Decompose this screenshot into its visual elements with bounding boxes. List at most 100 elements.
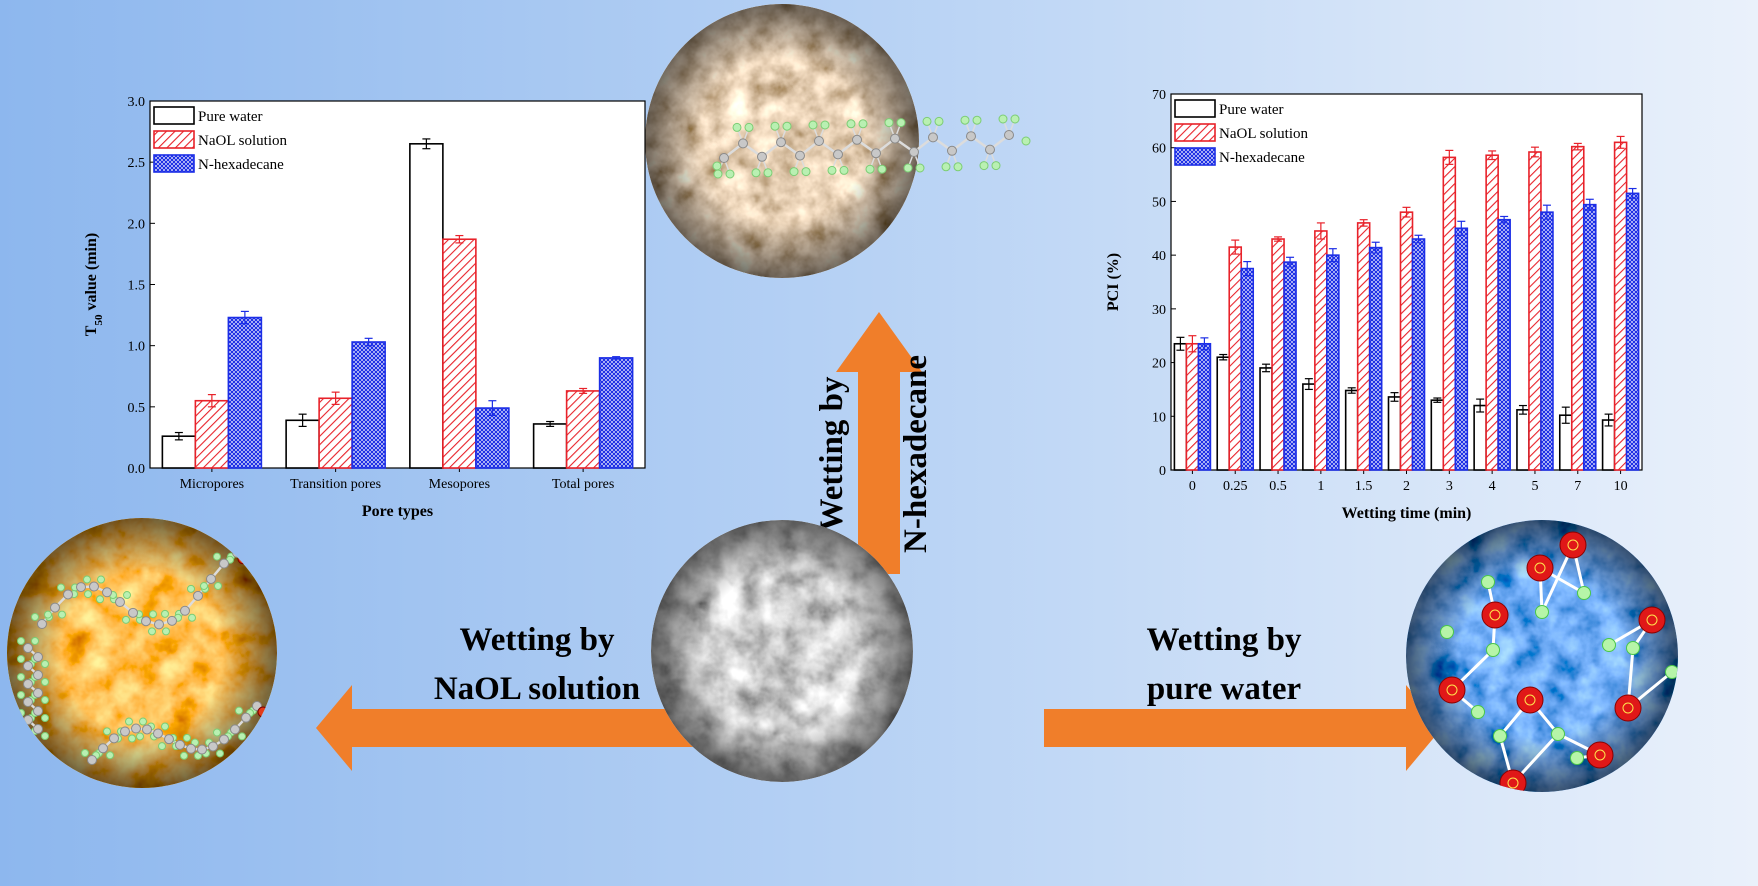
atom (953, 162, 963, 172)
bar (161, 435, 197, 469)
atom (1626, 641, 1640, 655)
chart-pci-wetting-time: 0 10 20 30 40 50 60 70 0 0.25 0.5 1 1.5 2 3 4 5 7 10 Pure w… (1105, 88, 1643, 522)
atom (877, 164, 887, 174)
atom (123, 591, 131, 600)
atom (1577, 586, 1591, 600)
atom (183, 733, 191, 742)
atom (87, 755, 97, 765)
atom (909, 147, 919, 157)
sem-left-naol (7, 518, 277, 788)
atom (738, 138, 748, 149)
x-tick-label: Mesopores (429, 477, 490, 492)
bar (1516, 409, 1530, 471)
atom (1567, 539, 1579, 551)
bar (1613, 141, 1628, 471)
atom (1486, 643, 1500, 657)
bar (1314, 230, 1328, 471)
atom (213, 552, 221, 561)
atom (41, 732, 49, 740)
y-axis-label: PCI (%) (1105, 253, 1122, 311)
atom (120, 726, 130, 737)
atom (37, 619, 47, 629)
atom (200, 581, 208, 590)
x-tick-label: 2 (1403, 479, 1410, 494)
legend-swatch (1174, 123, 1216, 142)
bar (565, 390, 601, 469)
bar (1283, 261, 1297, 471)
atom (884, 118, 894, 128)
atom (81, 749, 89, 757)
x-tick-label: 1.5 (1355, 479, 1373, 494)
atom (186, 743, 196, 754)
atom (820, 120, 830, 130)
atom (235, 706, 243, 715)
atom (139, 717, 147, 726)
label-naol-line2: NaOL solution (434, 671, 640, 707)
x-tick-label: Transition pores (290, 477, 381, 492)
atom (167, 615, 177, 626)
atom (770, 121, 780, 131)
atom (180, 751, 188, 760)
atom (1446, 684, 1458, 696)
atom (789, 167, 799, 177)
legend-label: NaOL solution (1219, 126, 1309, 142)
atom (230, 724, 240, 735)
atom (1665, 665, 1678, 679)
y-tick-label: 50 (1152, 195, 1166, 210)
atom (58, 610, 66, 619)
atom (814, 136, 824, 146)
atom (33, 670, 43, 680)
bar (1302, 383, 1316, 471)
y-tick-label: 3.0 (128, 95, 146, 110)
arrow-up (836, 312, 922, 574)
atom (966, 131, 976, 142)
atom (23, 643, 33, 653)
bar (227, 316, 263, 469)
bar (409, 143, 444, 469)
bar (532, 423, 568, 469)
atom (896, 118, 906, 128)
bar (442, 238, 477, 469)
atom (180, 605, 190, 616)
atom (188, 613, 196, 622)
legend-swatch (1174, 147, 1216, 166)
atom (164, 734, 174, 745)
atom (50, 602, 60, 613)
y-tick-label: 40 (1152, 249, 1166, 264)
atom (197, 744, 207, 755)
chart-t50-pore-types: 0.0 0.5 1.0 1.5 2.0 2.5 3.0 Micropores Transitio… (83, 95, 646, 520)
atom (149, 610, 157, 619)
x-tick-label: 10 (1614, 479, 1628, 494)
atom (31, 637, 39, 645)
atom (208, 741, 218, 752)
bar (1497, 218, 1511, 471)
x-tick-label: 7 (1574, 479, 1581, 494)
y-tick-label: 0 (1159, 464, 1166, 479)
atom (76, 582, 86, 593)
atom (161, 609, 169, 618)
atom (158, 742, 166, 751)
atom (732, 122, 742, 132)
bar (1430, 399, 1445, 471)
atom (153, 728, 163, 739)
atom (136, 732, 144, 741)
atom (751, 168, 761, 178)
atom (1481, 601, 1509, 629)
bar (1601, 419, 1616, 471)
legend-swatch (153, 106, 195, 125)
atom (763, 168, 773, 178)
x-tick-label: 3 (1446, 479, 1453, 494)
atom (947, 145, 957, 156)
sem-center (651, 520, 913, 782)
atom (83, 575, 91, 584)
legend-label: NaOL solution (198, 133, 288, 149)
atom (187, 584, 195, 593)
atom (33, 706, 43, 716)
atom (719, 153, 729, 163)
bar (1344, 389, 1359, 471)
atom (839, 165, 849, 175)
bar (598, 357, 634, 469)
atom (98, 743, 108, 754)
atom (23, 697, 33, 707)
atom (206, 573, 216, 584)
